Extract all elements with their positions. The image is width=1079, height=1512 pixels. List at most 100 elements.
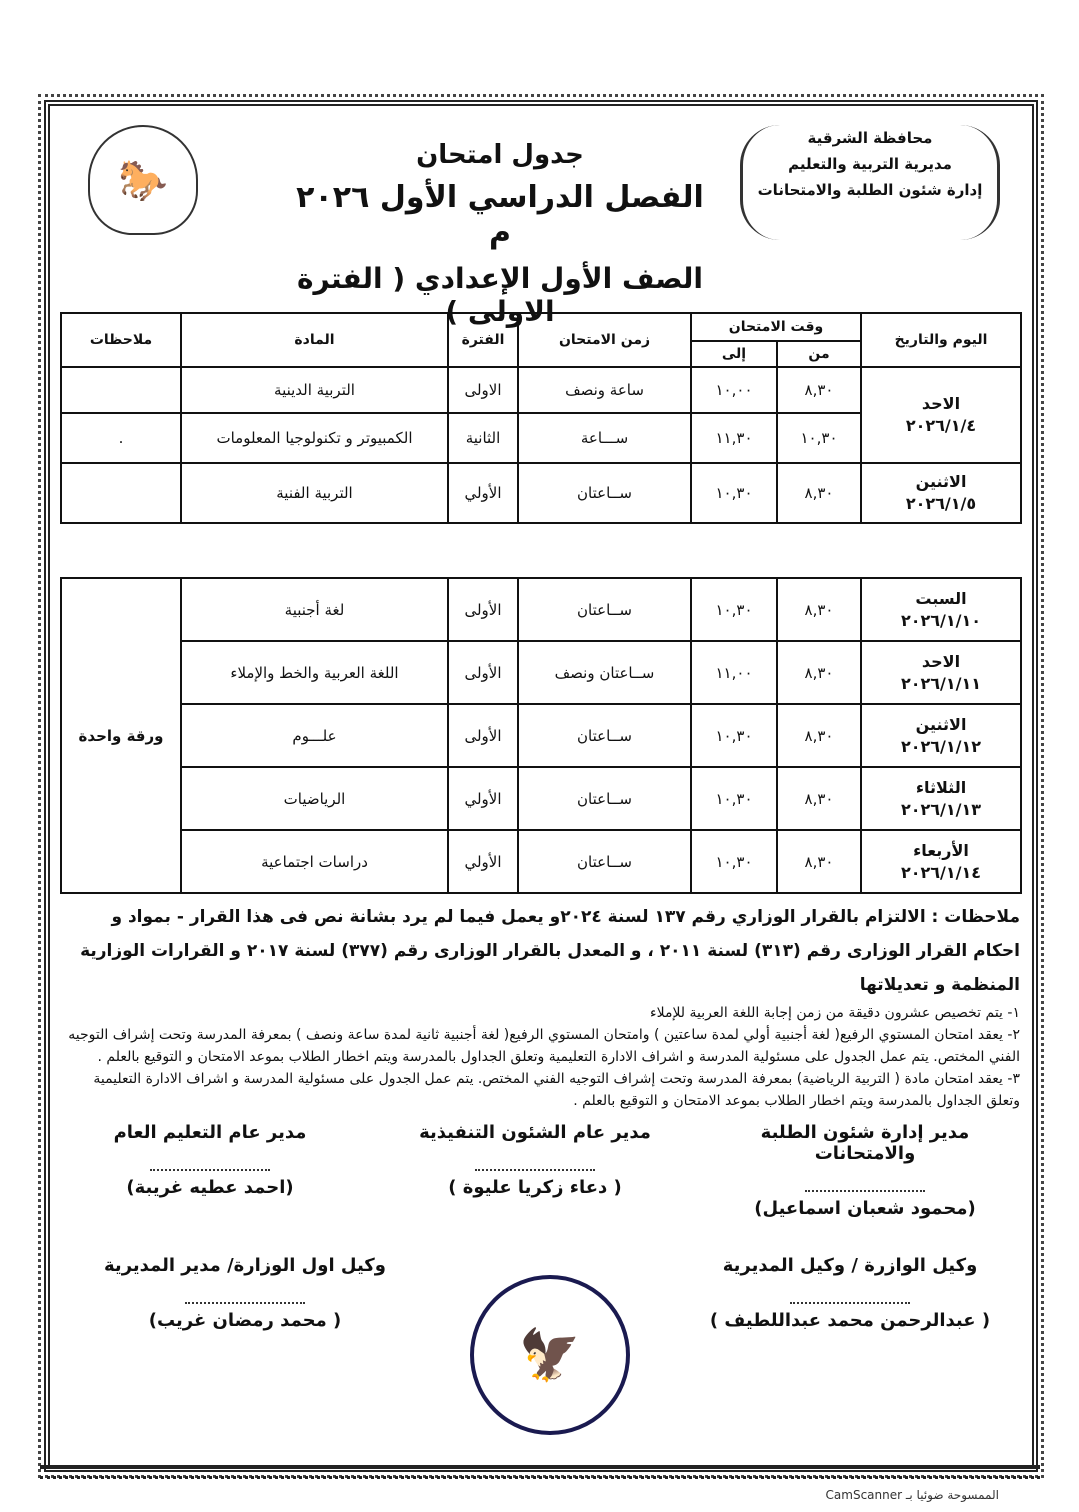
period: الأولى	[447, 640, 519, 705]
subject: اللغة العربية والخط والإملاء	[180, 640, 449, 705]
day-date-cell: الثلاثاء ٢٠٢٦/١/١٣	[860, 766, 1022, 831]
notes-lead: ملاحظات : الالتزام بالقرار الوزاري رقم ١…	[80, 907, 1020, 995]
to-time: ١٠,٣٠	[690, 577, 778, 642]
signature-block: مدير إدارة شئون الطلبة والامتحانات (محمود…	[715, 1122, 1015, 1219]
note: .	[60, 412, 182, 464]
period: الأولي	[447, 766, 519, 831]
signature-line	[185, 1282, 305, 1304]
duration: ســـاعة	[517, 412, 692, 464]
day-date-cell: الأربعاء ٢٠٢٦/١/١٤	[860, 829, 1022, 894]
signature-name: ( عبدالرحمن محمد عبداللطيف )	[709, 1310, 991, 1331]
signature-name: (محمود شعبان اسماعيل)	[754, 1198, 976, 1219]
period: الاولى	[447, 366, 519, 414]
to-time: ١٠,٣٠	[690, 462, 778, 524]
date: ٢٠٢٦/١/١٤	[900, 862, 982, 882]
signature-block: مدير عام الشئون التنفيذية ( دعاء زكريا عل…	[385, 1122, 685, 1198]
subject: التربية الفنية	[180, 462, 449, 524]
subject: لغة أجنبية	[180, 577, 449, 642]
table-row: السبت ٢٠٢٦/١/١٠ ٨,٣٠ ١٠,٣٠ ســاعتان الأولى لغة…	[60, 577, 1022, 894]
table-row: ١٠,٣٠ ١١,٣٠ ســـاعة الثانية الكمبيوتر و تكنو…	[60, 412, 1021, 464]
signature-title: وكيل الوازرة / وكيل المديرية	[722, 1255, 978, 1276]
directorate: مديرية التربية والتعليم	[788, 155, 952, 173]
document-border	[38, 94, 1044, 1478]
signature-line	[790, 1282, 910, 1304]
period: الأولى	[447, 577, 519, 642]
from-time: ٨,٣٠	[776, 366, 862, 414]
day-name: الاثنين	[915, 472, 967, 491]
ministry-logo-icon: 🐎	[88, 125, 198, 235]
signature-name: (احمد عطيه غريبة)	[126, 1177, 294, 1198]
organization-header: محافظة الشرقية مديرية التربية والتعليم إ…	[740, 125, 1000, 240]
duration: ســاعتان	[517, 462, 692, 524]
day-date-cell: الاثنين ٢٠٢٦/١/١٢	[860, 703, 1022, 768]
to-time: ١١,٣٠	[690, 412, 778, 464]
signature-block: وكيل اول الوزارة/ مدير المديرية ( محمد رم…	[95, 1255, 395, 1331]
to-time: ١٠,٣٠	[690, 703, 778, 768]
official-stamp-eagle-icon: 🦅	[470, 1275, 630, 1435]
note-item: ١- يتم تخصيص عشرون دقيقة من زمن إجابة ال…	[650, 1005, 1020, 1021]
governorate: محافظة الشرقية	[807, 129, 933, 147]
subject: الكمبيوتر و تكنولوجيا المعلومات	[180, 412, 449, 464]
date: ٢٠٢٦/١/١١	[900, 673, 982, 693]
subject: دراسات اجتماعية	[180, 829, 449, 894]
date: ٢٠٢٦/١/١٣	[900, 799, 982, 819]
period: الأولي	[447, 462, 519, 524]
to-time: ١٠,٣٠	[690, 829, 778, 894]
doc-title: جدول امتحان	[416, 140, 584, 170]
table-row: الاثنين ٢٠٢٦/١/٥ ٨,٣٠ ١٠,٣٠ ســاعتان الأولي ال…	[60, 462, 1022, 524]
note	[60, 462, 182, 524]
signature-name: ( محمد رمضان غريب)	[148, 1310, 342, 1331]
duration: ســاعتان	[517, 829, 692, 894]
camscanner-watermark: الممسوحة ضوئيا بـ CamScanner	[825, 1488, 999, 1502]
subject: علـــوم	[180, 703, 449, 768]
schedule-table-1: اليوم والتاريخ وقت الامتحان زمن الامتحان…	[60, 312, 1022, 524]
subject: التربية الدينية	[180, 366, 449, 414]
table-row: الثلاثاء ٢٠٢٦/١/١٣ ٨,٣٠ ١٠,٣٠ ســاعتان الأولي…	[61, 766, 1022, 831]
from-time: ٨,٣٠	[776, 766, 862, 831]
day-date-cell: الاثنين ٢٠٢٦/١/٥	[860, 462, 1022, 524]
duration: ساعة ونصف	[517, 366, 692, 414]
note	[60, 366, 182, 414]
period: الأولي	[447, 829, 519, 894]
to-time: ١١,٠٠	[690, 640, 778, 705]
subject: الرياضيات	[180, 766, 449, 831]
term-title: الفصل الدراسي الأول ٢٠٢٦ م	[296, 180, 704, 250]
table-row: الاثنين ٢٠٢٦/١/١٢ ٨,٣٠ ١٠,٣٠ ســاعتان الأولى ع…	[61, 703, 1022, 768]
signature-block: وكيل الوازرة / وكيل المديرية ( عبدالرحمن …	[700, 1255, 1000, 1331]
header-duration: زمن الامتحان	[517, 312, 692, 368]
date: ٢٠٢٦/١/١٠	[900, 610, 982, 630]
header-subject: المادة	[180, 312, 449, 368]
header-to: إلى	[690, 340, 778, 368]
day-date-cell: الاحد ٢٠٢٦/١/١١	[860, 640, 1022, 705]
day-name: الاحد	[921, 651, 961, 671]
from-time: ٨,٣٠	[776, 703, 862, 768]
date: ٢٠٢٦/١/٤	[905, 416, 977, 435]
from-time: ٨,٣٠	[776, 577, 862, 642]
duration: ســاعتان	[517, 703, 692, 768]
signature-title: مدير عام التعليم العام	[113, 1122, 307, 1143]
signature-block: مدير عام التعليم العام (احمد عطيه غريبة)	[60, 1122, 360, 1198]
group-note: ورقة واحدة	[60, 577, 182, 894]
from-time: ٨,٣٠	[776, 640, 862, 705]
footer-border	[40, 1465, 1040, 1479]
signature-line	[475, 1149, 595, 1171]
from-time: ٨,٣٠	[776, 462, 862, 524]
table-row: الأربعاء ٢٠٢٦/١/١٤ ٨,٣٠ ١٠,٣٠ ســاعتان الأولي…	[61, 829, 1022, 894]
schedule-table-2: السبت ٢٠٢٦/١/١٠ ٨,٣٠ ١٠,٣٠ ســاعتان الأولى لغة…	[60, 577, 1022, 894]
day-name: الاثنين	[915, 714, 967, 734]
department: إدارة شئون الطلبة والامتحانات	[757, 181, 983, 199]
note-item: ٣- يعقد امتحان مادة ( التربية الرياضية) …	[93, 1071, 1020, 1109]
to-time: ١٠,٣٠	[690, 766, 778, 831]
signature-title: مدير إدارة شئون الطلبة والامتحانات	[760, 1122, 970, 1164]
from-time: ١٠,٣٠	[776, 412, 862, 464]
day-name: الاحد	[921, 394, 961, 413]
signature-title: وكيل اول الوزارة/ مدير المديرية	[104, 1255, 386, 1276]
table-row: الاحد ٢٠٢٦/١/١١ ٨,٣٠ ١١,٠٠ ســاعتان ونصف الأو…	[61, 640, 1022, 705]
header-day-date: اليوم والتاريخ	[860, 312, 1022, 368]
from-time: ٨,٣٠	[776, 829, 862, 894]
period: الثانية	[447, 412, 519, 464]
date: ٢٠٢٦/١/١٢	[900, 736, 982, 756]
signature-name: ( دعاء زكريا عليوة )	[448, 1177, 622, 1198]
signature-title: مدير عام الشئون التنفيذية	[419, 1122, 651, 1143]
day-name: الثلاثاء	[915, 777, 967, 797]
